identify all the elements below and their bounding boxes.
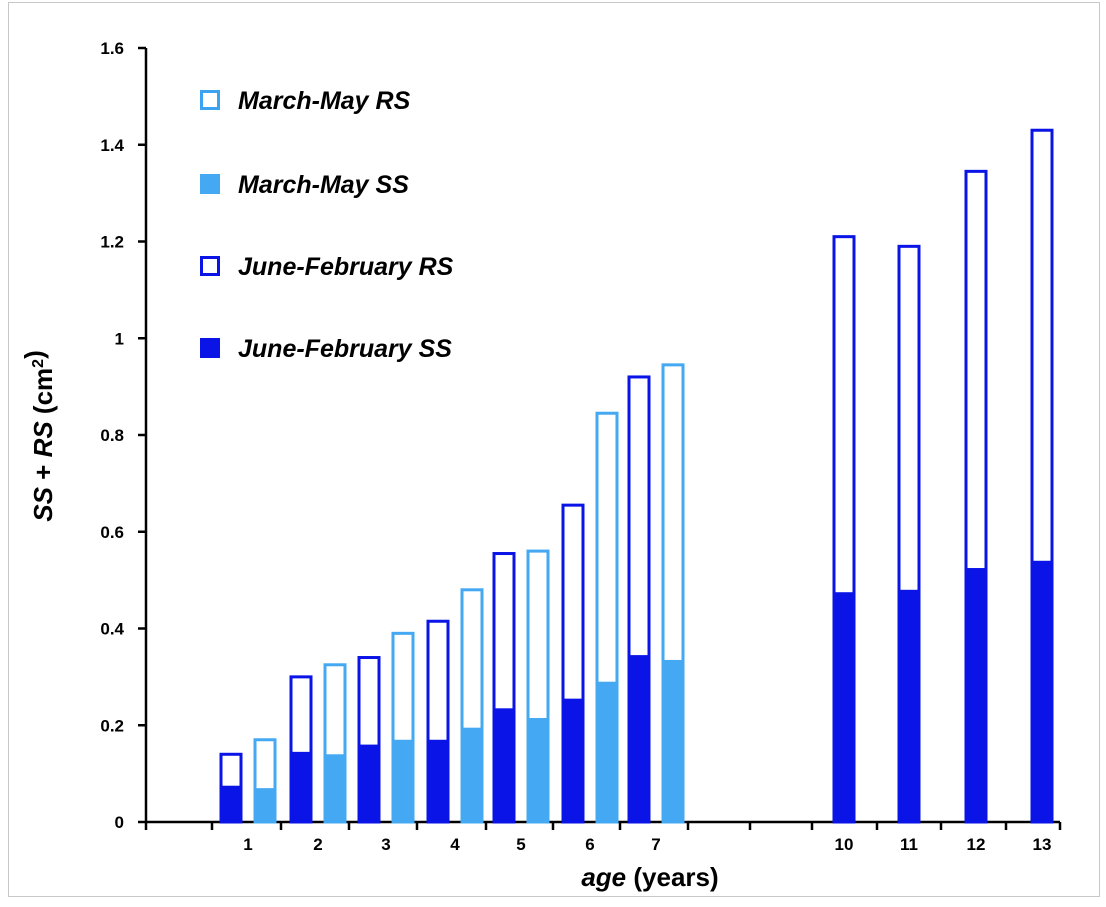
y-tick-label: 1.2 <box>100 233 124 252</box>
bar-march-may-ss-age-1 <box>253 788 277 822</box>
legend: March-May RS March-May SS June-February RS… <box>200 87 454 363</box>
bar-march-may-ss-age-4 <box>460 727 484 822</box>
y-tick-label: 0.4 <box>100 620 124 639</box>
bar-march-may-ss-age-5 <box>526 717 550 822</box>
chart-frame <box>8 2 1100 897</box>
y-tick-label: 1.4 <box>100 136 124 155</box>
legend-swatch <box>200 90 220 110</box>
bar-june-february-ss-age-10 <box>832 592 856 822</box>
legend-label: March-May RS <box>238 87 411 115</box>
bar-june-february-ss-age-13 <box>1030 560 1054 822</box>
y-tick-label: 1 <box>115 329 124 348</box>
bar-june-february-ss-age-1 <box>219 785 243 822</box>
axis-title-part: + <box>28 457 58 487</box>
bar-june-february-ss-age-11 <box>897 589 921 822</box>
x-tick-label: 2 <box>313 835 322 854</box>
x-tick-label: 12 <box>967 835 986 854</box>
axis-title-part: 2 <box>30 359 47 368</box>
legend-swatch <box>200 256 220 276</box>
axis-title-part: (years) <box>626 862 719 892</box>
bar-june-february-ss-age-4 <box>426 739 450 822</box>
axis-title-part: (cm <box>28 368 58 421</box>
x-tick-label: 7 <box>651 835 660 854</box>
bar-june-february-ss-age-12 <box>964 568 988 822</box>
bar-march-may-ss-age-2 <box>323 754 347 822</box>
y-tick-label: 0.8 <box>100 426 124 445</box>
axis-title-part: age <box>581 862 626 892</box>
x-tick-label: 11 <box>900 835 918 854</box>
x-tick-label: 1 <box>243 835 252 854</box>
legend-swatch <box>200 174 220 194</box>
legend-label: March-May SS <box>238 171 409 199</box>
bar-june-february-ss-age-6 <box>561 698 585 822</box>
bar-june-february-ss-age-5 <box>492 708 516 822</box>
y-axis-title: SS + RS (cm2) <box>19 350 58 522</box>
bar-june-february-ss-age-3 <box>357 744 381 822</box>
legend-label: June-February RS <box>238 253 454 281</box>
tick-labels-layer: 00.20.40.60.811.21.41.61 2 3 4 5 6 7 10 11 12 13 <box>100 39 1051 854</box>
bars-layer <box>219 128 1054 824</box>
y-tick-label: 0.6 <box>100 523 124 542</box>
bar-march-may-ss-age-3 <box>391 739 415 822</box>
x-tick-label: 4 <box>450 835 460 854</box>
x-tick-label: 13 <box>1033 835 1052 854</box>
legend-label: June-February SS <box>238 335 452 363</box>
bar-june-february-ss-age-7 <box>627 655 651 822</box>
axis-title-part: SS <box>28 486 58 521</box>
x-tick-label: 10 <box>835 835 854 854</box>
legend-swatch <box>200 338 220 358</box>
x-tick-label: 3 <box>381 835 390 854</box>
bar-june-february-ss-age-2 <box>289 751 313 822</box>
y-tick-label: 0 <box>115 813 124 832</box>
bar-march-may-ss-age-7 <box>661 659 685 822</box>
x-tick-label: 5 <box>516 835 525 854</box>
axis-title-part: ) <box>19 350 49 359</box>
y-tick-label: 0.2 <box>100 716 124 735</box>
x-axis-title: age (years) <box>581 862 718 892</box>
y-tick-label: 1.6 <box>100 39 124 58</box>
x-tick-label: 6 <box>585 835 594 854</box>
bar-march-may-ss-age-6 <box>595 681 619 822</box>
axis-title-part: RS <box>28 421 58 458</box>
